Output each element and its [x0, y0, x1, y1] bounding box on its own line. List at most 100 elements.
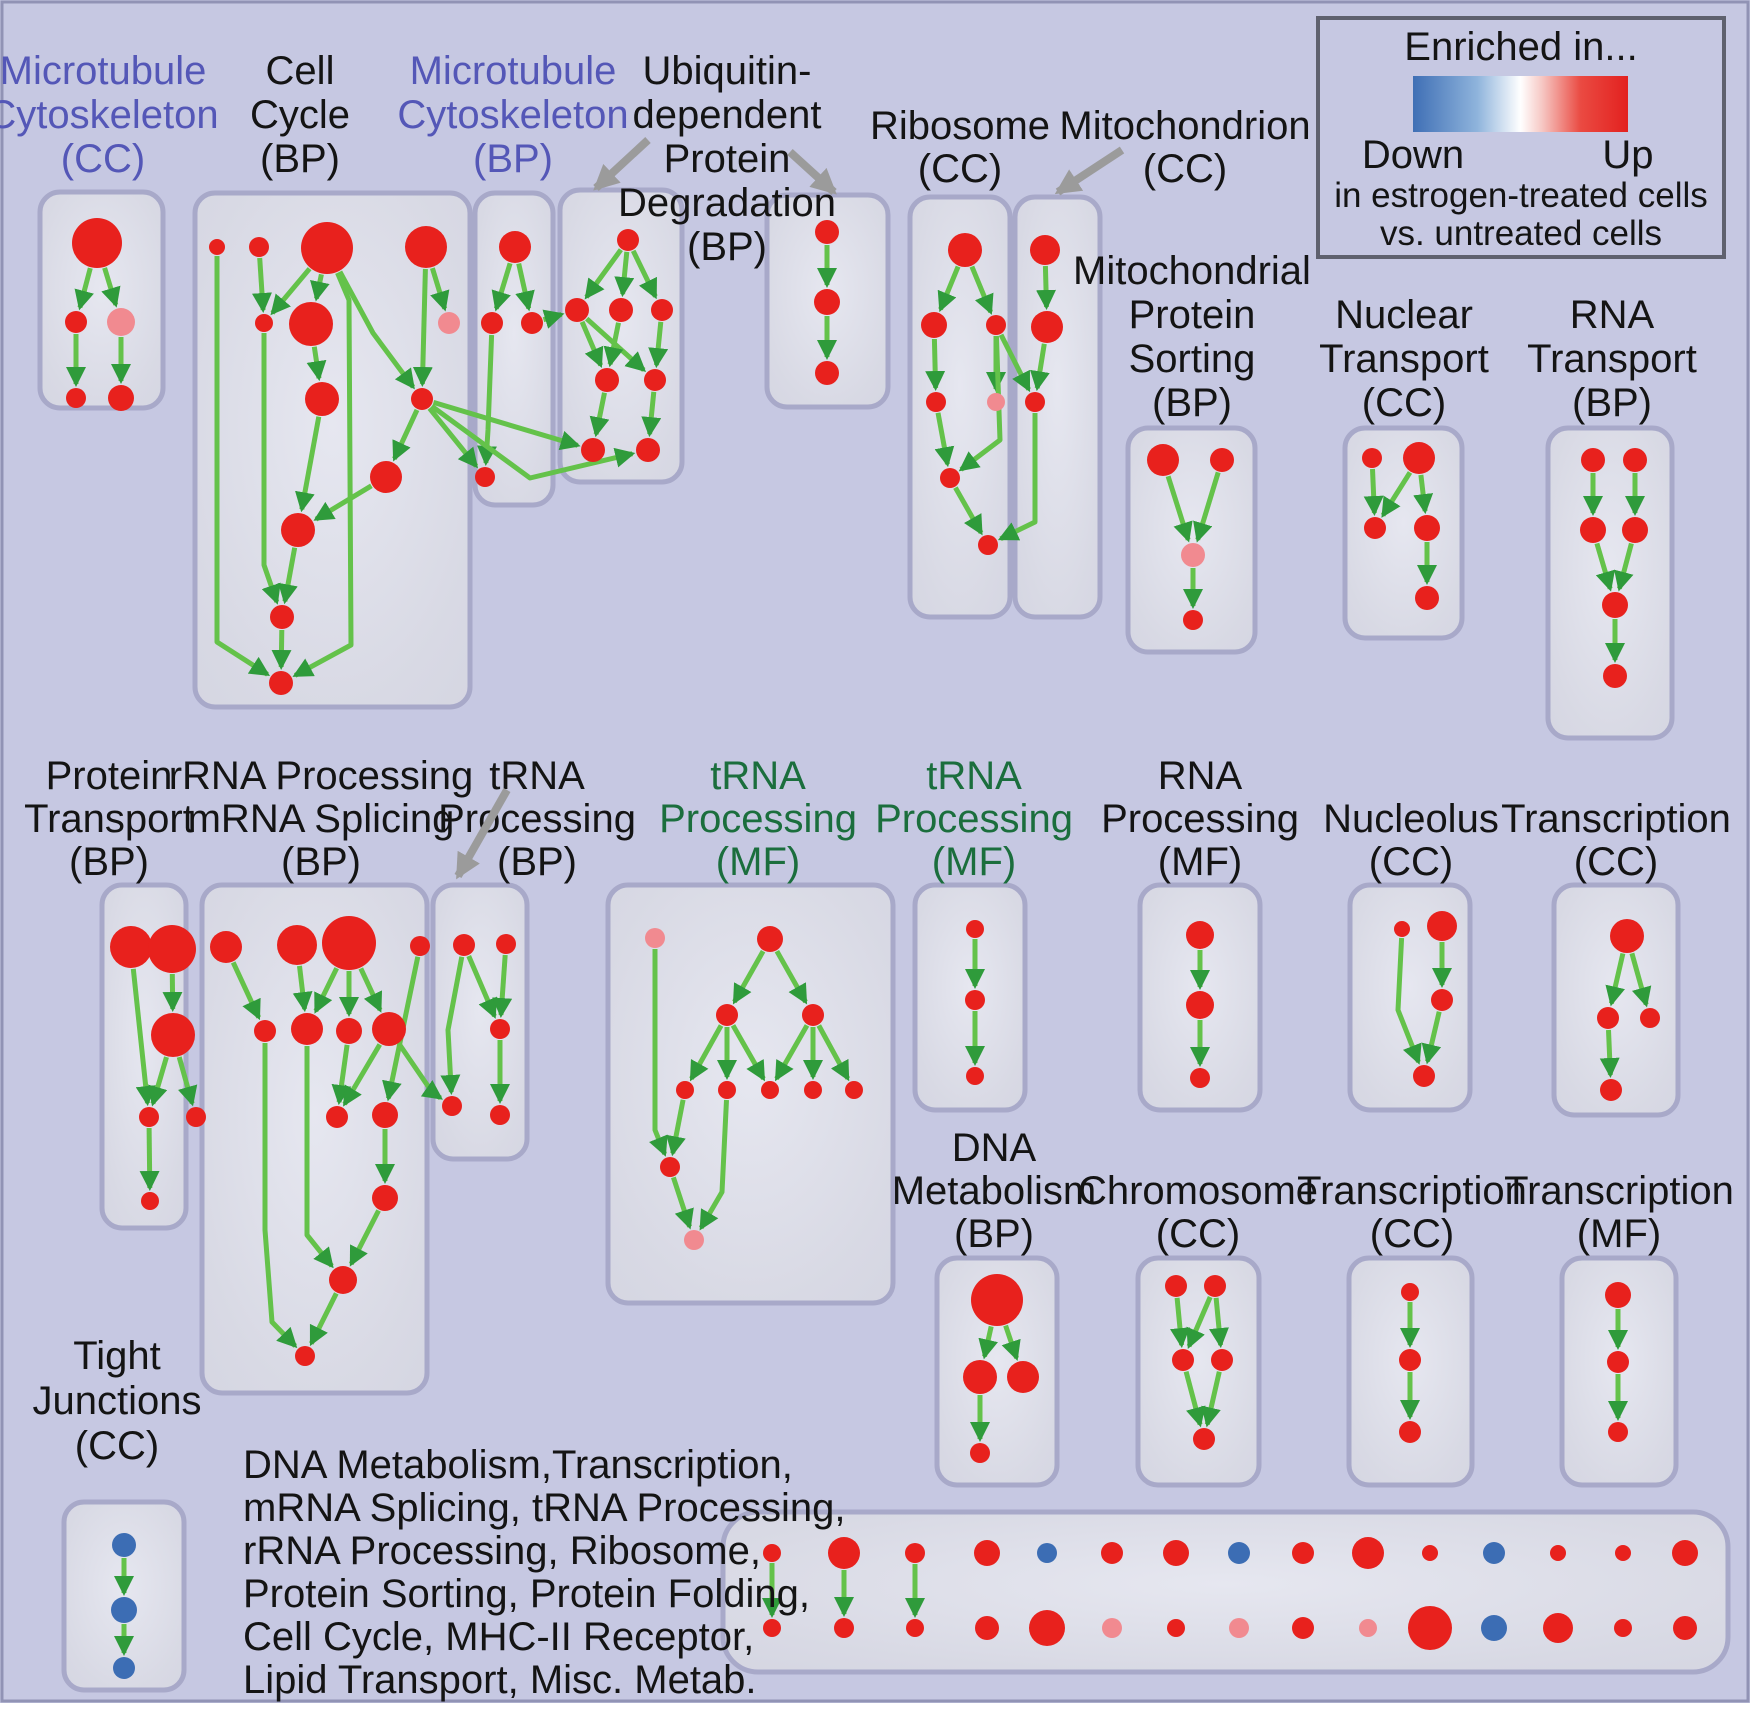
cluster-label-cc-line2: Cycle	[250, 93, 350, 137]
edge-k3-k5	[1183, 1370, 1206, 1428]
edge-y1-y3	[1629, 952, 1652, 1008]
node-c1	[209, 239, 225, 255]
node-a3	[107, 308, 135, 336]
edge-u1-u3	[614, 251, 635, 298]
cluster-box-txcc2	[1346, 1255, 1475, 1488]
node-v3	[815, 361, 839, 385]
cross-edge-M3-r7	[997, 413, 1038, 542]
node-p3	[151, 1013, 195, 1057]
node-c13	[269, 671, 293, 695]
node-a1	[72, 218, 122, 268]
node-n5	[254, 1020, 276, 1042]
cluster-label-ub1-line1: Ubiquitin-	[643, 49, 812, 93]
node-N1	[1362, 448, 1382, 468]
cluster-label-rrna-line2: mRNA Splicing	[188, 797, 455, 841]
node-e1	[1401, 1283, 1419, 1301]
label-pointer-arrow-4	[454, 788, 511, 880]
node-g10	[660, 1157, 680, 1177]
legend-subtitle-line1: in estrogen-treated cells	[1334, 176, 1708, 215]
edge-r4-r6	[934, 412, 955, 468]
cluster-label-mtcc-line3: (CC)	[61, 137, 145, 181]
node-g9	[845, 1081, 863, 1099]
cluster-label-txmf-line2: (MF)	[1577, 1212, 1661, 1256]
cluster-label-ub1-line3: Protein	[664, 137, 791, 181]
edge-N2-N4	[1413, 474, 1434, 515]
edge-c3-c5	[270, 267, 312, 316]
cluster-label-tj-line1: Tight	[73, 1334, 160, 1378]
edge-z1-z3	[1001, 1324, 1021, 1361]
node-N2	[1403, 442, 1435, 474]
node-p4	[139, 1107, 159, 1127]
edge-R4-R5	[1614, 542, 1634, 592]
bottom-panel-bottom-node-1	[763, 1619, 781, 1637]
node-w1	[1186, 921, 1214, 949]
edge-M2-M3	[1030, 343, 1050, 392]
node-R3	[1580, 517, 1606, 543]
bottom-panel-top-node-12	[1483, 1542, 1505, 1564]
cluster-label-cc-line1: Cell	[266, 49, 335, 93]
edge-n1-n5	[230, 961, 261, 1021]
node-m3	[521, 312, 543, 334]
labels: MicrotubuleCytoskeleton(CC)CellCycle(BP)…	[0, 49, 1734, 1702]
edge-g3-g7	[730, 1024, 766, 1082]
node-x4	[1413, 1065, 1435, 1087]
bottom-panel-top-node-9	[1292, 1542, 1314, 1564]
node-k4	[1211, 1349, 1233, 1371]
node-t5	[490, 1105, 510, 1125]
bottom-panel-top-node-13	[1550, 1545, 1566, 1561]
node-n7	[336, 1018, 362, 1044]
cluster-box-chrom	[1135, 1255, 1262, 1488]
edge-s2-s3	[1193, 471, 1221, 543]
edge-k4-k5	[1201, 1371, 1222, 1428]
node-g8	[804, 1081, 822, 1099]
node-t2	[496, 934, 516, 954]
node-N5	[1415, 586, 1439, 610]
bottom-panel-top-node-8	[1228, 1542, 1250, 1564]
edge-r1-r3	[969, 265, 994, 315]
bottom-panel-top-node-2	[828, 1537, 860, 1569]
label-pointer-arrow-3	[1054, 146, 1125, 196]
cluster-label-trnamf2-line3: (MF)	[932, 840, 1016, 884]
bottom-panel-top-node-15	[1672, 1540, 1698, 1566]
edge-u3-u5	[603, 322, 624, 368]
edge-g5-g10	[666, 1099, 686, 1157]
label-pointer-arrow-1	[593, 137, 651, 191]
node-p2	[148, 925, 196, 973]
node-v1	[815, 220, 839, 244]
edge-r6-r7	[953, 486, 984, 536]
edge-c5-c12	[261, 333, 281, 605]
bottom-panel-top-node-6	[1101, 1542, 1123, 1564]
cluster-label-rrna-line3: (BP)	[281, 840, 361, 884]
misc-categories-text-line6: Lipid Transport, Misc. Metab.	[243, 1658, 757, 1702]
bottom-panel-bottom-node-10	[1359, 1619, 1377, 1637]
node-n4	[410, 936, 430, 956]
bottom-panel-bottom-node-11	[1408, 1606, 1452, 1650]
edge-c1-c13	[214, 256, 271, 677]
node-n3	[322, 916, 376, 970]
edge-m2-m4	[476, 334, 497, 466]
cross-edge-n8-t4	[397, 1042, 443, 1101]
bottom-panel-top-node-3	[905, 1543, 925, 1563]
node-c4	[405, 226, 447, 268]
node-g11	[684, 1230, 704, 1250]
node-n9	[326, 1106, 348, 1128]
cluster-label-trnabp-line2: Processing	[438, 797, 636, 841]
node-m4	[475, 467, 495, 487]
cluster-label-trnamf1-line3: (MF)	[716, 840, 800, 884]
edge-x1-x4	[1395, 937, 1422, 1065]
bottom-panel-bottom-node-8	[1229, 1618, 1249, 1638]
edge-m1-m3	[515, 263, 535, 312]
edge-n3-n6	[313, 967, 339, 1014]
node-r3	[986, 315, 1006, 335]
node-e2	[1399, 1349, 1421, 1371]
cluster-label-dnam-line3: (BP)	[954, 1212, 1034, 1256]
edge-c3-c9	[337, 270, 416, 390]
node-g2	[757, 926, 783, 952]
edge-c4-c7	[430, 267, 450, 312]
node-r1	[948, 233, 982, 267]
edge-n7-n9	[331, 1044, 352, 1106]
node-a5	[108, 385, 134, 411]
cross-edge-c9-u7	[432, 400, 581, 451]
edge-z1-z2	[978, 1325, 998, 1360]
